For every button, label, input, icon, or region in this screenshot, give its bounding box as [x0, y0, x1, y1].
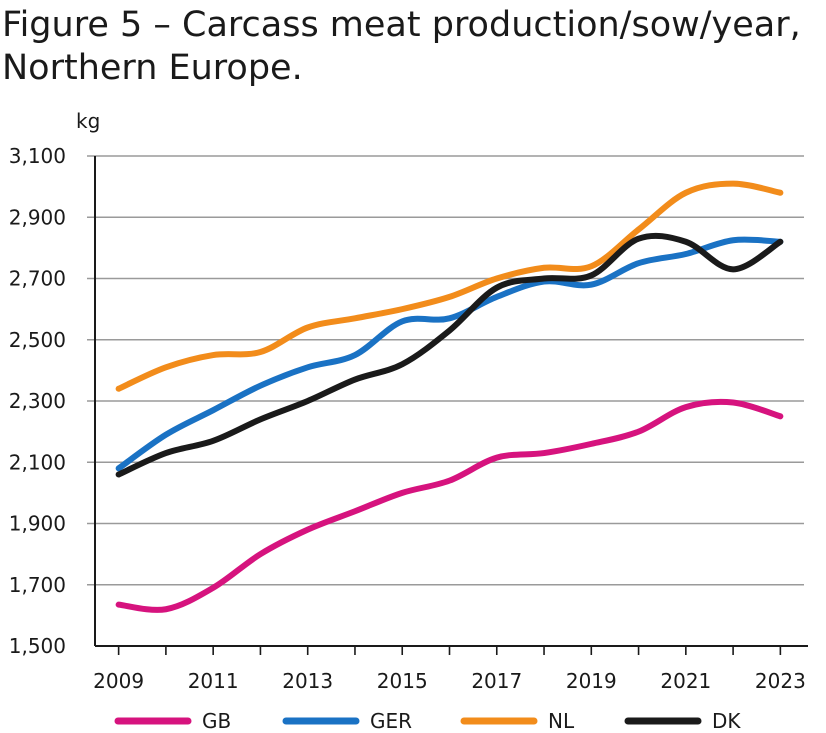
y-tick-label: 2,100	[9, 450, 66, 474]
axes	[94, 156, 808, 655]
x-tick-label: 2021	[660, 669, 711, 693]
series-line-nl	[115, 180, 784, 392]
legend: GB GER NL DK	[114, 709, 741, 733]
y-tick-label: 2,500	[9, 328, 66, 352]
y-tick-label: 1,700	[9, 573, 66, 597]
x-tick-label: 2023	[755, 669, 806, 693]
legend-label-nl: NL	[548, 709, 575, 733]
y-tick-label: 1,500	[9, 634, 66, 658]
legend-label-dk: DK	[712, 709, 741, 733]
y-tick-label: 2,900	[9, 205, 66, 229]
series-line-gb	[115, 398, 784, 613]
y-tick-labels: 1,500 1,700 1,900 2,100 2,300 2,500 2,700 2,900…	[9, 144, 66, 658]
x-tick-label: 2017	[471, 669, 522, 693]
series-lines	[115, 180, 784, 613]
x-tick-label: 2011	[188, 669, 239, 693]
y-tick-label: 3,100	[9, 144, 66, 168]
series-line-ger	[115, 236, 784, 472]
x-tick-label: 2013	[282, 669, 333, 693]
y-axis-unit-label: kg	[76, 109, 100, 133]
x-tick-label: 2019	[566, 669, 617, 693]
y-tick-label: 2,300	[9, 389, 66, 413]
legend-label-gb: GB	[202, 709, 231, 733]
series-line-dk	[115, 232, 784, 478]
y-tick-label: 1,900	[9, 512, 66, 536]
legend-label-ger: GER	[370, 709, 412, 733]
gridlines	[87, 155, 804, 586]
x-tick-label: 2015	[377, 669, 428, 693]
x-tick-label: 2009	[93, 669, 144, 693]
x-tick-labels: 2009 2011 2013 2015 2017 2019 2021 2023	[93, 669, 806, 693]
y-tick-label: 2,700	[9, 267, 66, 291]
chart-title: Figure 5 – Carcass meat production/sow/y…	[2, 5, 801, 88]
